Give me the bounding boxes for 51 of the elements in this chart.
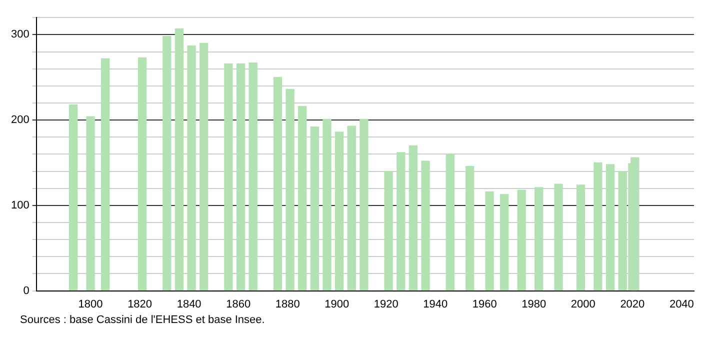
bar xyxy=(286,88,294,291)
bar xyxy=(200,42,208,291)
bar xyxy=(360,118,368,291)
x-tick-label: 1920 xyxy=(374,298,398,310)
y-tick-label: 200 xyxy=(10,114,30,126)
bar xyxy=(408,145,418,291)
x-tick-label: 2020 xyxy=(620,298,645,310)
x-tick-label: 1860 xyxy=(226,298,251,310)
x-tick-label: 1900 xyxy=(324,298,350,310)
bar xyxy=(68,104,78,291)
x-tick-label: 2000 xyxy=(570,298,596,310)
bar xyxy=(273,77,282,291)
bar xyxy=(594,162,602,291)
x-tick-label: 1960 xyxy=(472,298,497,310)
bar xyxy=(554,184,563,291)
bar xyxy=(86,116,95,291)
bar xyxy=(236,63,246,291)
x-tick-label: 1800 xyxy=(78,298,103,310)
bar xyxy=(485,191,494,291)
bar xyxy=(576,184,586,291)
bar xyxy=(606,164,615,291)
bar xyxy=(466,166,474,291)
x-tick-label: 2040 xyxy=(669,298,694,310)
x-tick-label: 1820 xyxy=(128,298,152,310)
bar xyxy=(100,58,110,291)
bar xyxy=(534,187,544,291)
y-tick-label: 0 xyxy=(23,284,30,297)
y-tick-label: 300 xyxy=(10,28,30,41)
bar xyxy=(310,126,320,291)
bar xyxy=(162,36,172,291)
bar xyxy=(174,28,184,291)
x-tick-label: 1940 xyxy=(423,298,448,310)
bar xyxy=(347,126,356,291)
bar xyxy=(384,170,393,291)
bar xyxy=(322,118,332,291)
bar xyxy=(187,45,196,291)
x-tick-label: 1980 xyxy=(522,298,546,310)
y-tick-label: 100 xyxy=(10,199,30,212)
bar xyxy=(396,152,406,291)
bar xyxy=(500,194,509,291)
x-tick-label: 1880 xyxy=(275,298,300,310)
source-note: Sources : base Cassini de l'EHESS et base Insee. xyxy=(20,314,266,326)
bar xyxy=(446,154,454,291)
bar xyxy=(248,62,258,291)
bar xyxy=(517,190,526,291)
bar xyxy=(138,57,147,291)
bar xyxy=(298,106,307,291)
bar xyxy=(421,160,430,291)
bar xyxy=(224,63,233,291)
bar xyxy=(334,132,344,291)
x-tick-label: 1840 xyxy=(176,298,202,310)
